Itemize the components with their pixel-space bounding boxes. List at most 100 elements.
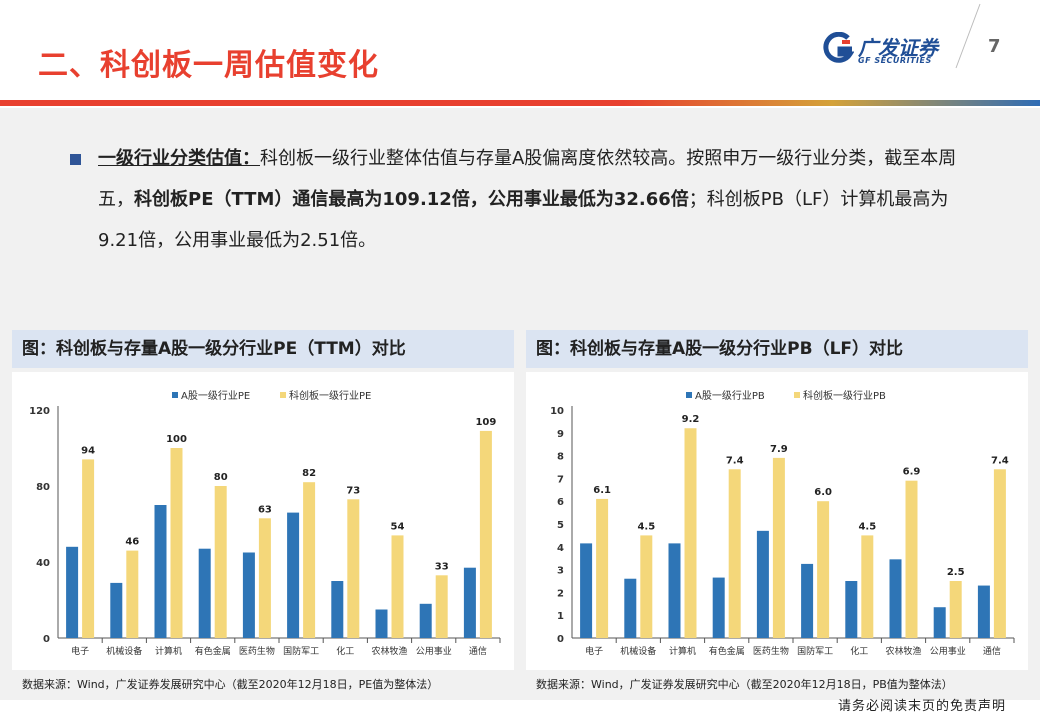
- pb-bar-a: [712, 577, 725, 638]
- pb-ytick-label: 8: [557, 452, 564, 463]
- pb-xtick-label: 化工: [850, 645, 868, 657]
- pb-ytick-label: 1: [557, 611, 564, 622]
- pe-xtick-label: 计算机: [155, 645, 182, 657]
- pe-xtick-label: 国防军工: [283, 645, 319, 657]
- pe-bar-star: [479, 430, 492, 638]
- pb-ytick-label: 3: [557, 566, 564, 577]
- pb-bar-a: [668, 543, 681, 638]
- pb-xtick-label: 电子: [585, 645, 603, 657]
- pb-ytick-label: 9: [557, 429, 564, 440]
- pb-xtick-label: 公用事业: [930, 645, 966, 657]
- chart-pe-title: 图：科创板与存量A股一级分行业PE（TTM）对比: [12, 330, 514, 368]
- pb-bar-a: [580, 543, 593, 638]
- page-title: 二、科创板一周估值变化: [38, 48, 379, 83]
- pe-bar-star: [170, 448, 183, 638]
- pe-data-label: 54: [391, 521, 405, 532]
- chart-pe-source: 数据来源：Wind，广发证券发展研究中心（截至2020年12月18日，PE值为整…: [22, 678, 439, 691]
- pb-data-label: 7.4: [726, 455, 744, 466]
- divider-slash: [955, 3, 981, 69]
- pb-legend-swatch-0: [686, 392, 692, 398]
- pb-legend-swatch-1: [794, 392, 800, 398]
- para-text-1: 科创板一级行业整体估值与存量A股偏离度依然较高。按照申万一级行业分类，截至本周五…: [98, 148, 957, 210]
- pe-bar-a: [198, 548, 211, 638]
- pe-bar-star: [126, 550, 139, 638]
- pb-xtick-label: 通信: [983, 645, 1001, 657]
- pb-data-label: 7.9: [770, 444, 788, 455]
- pe-data-label: 94: [81, 445, 95, 456]
- disclaimer-footer: 请务必阅读末页的免责声明: [838, 699, 1007, 714]
- pe-xtick-label: 化工: [336, 645, 354, 657]
- pb-bar-a: [756, 530, 769, 638]
- pb-bar-star: [861, 535, 874, 638]
- para-text-2: ；科创板PB（LF）计算机最高为9.21倍，公用事业最低为2.51倍。: [98, 189, 949, 251]
- pe-xtick-label: 机械设备: [106, 645, 142, 657]
- pb-bar-a: [889, 559, 902, 638]
- pb-ytick-label: 5: [557, 520, 564, 531]
- pe-data-label: 109: [475, 417, 496, 428]
- summary-paragraph: 一级行业分类估值：科创板一级行业整体估值与存量A股偏离度依然较高。按照申万一级行…: [98, 138, 978, 261]
- pb-data-label: 6.9: [903, 467, 921, 478]
- pe-ytick-label: 40: [36, 558, 50, 569]
- logo-en-text: GF SECURITIES: [858, 56, 932, 65]
- pe-bar-a: [287, 512, 300, 638]
- pb-ytick-label: 2: [557, 588, 564, 599]
- pe-bar-a: [66, 546, 79, 638]
- pb-bar-star: [817, 501, 830, 638]
- pe-data-label: 73: [346, 485, 360, 496]
- pe-xtick-label: 有色金属: [195, 645, 231, 657]
- pe-data-label: 82: [302, 468, 316, 479]
- pb-xtick-label: 计算机: [669, 645, 696, 657]
- pb-xtick-label: 国防军工: [797, 645, 833, 657]
- pe-legend-label-1: 科创板一级行业PE: [289, 389, 371, 402]
- pb-data-label: 7.4: [991, 455, 1009, 466]
- pe-bar-a: [375, 609, 388, 638]
- pb-ytick-label: 10: [550, 406, 564, 417]
- pe-bar-a: [331, 581, 344, 638]
- pe-xtick-label: 医药生物: [239, 645, 275, 657]
- pb-bar-star: [596, 498, 609, 638]
- pe-data-label: 100: [166, 434, 187, 445]
- pe-bar-star: [391, 535, 404, 638]
- pb-bar-star: [949, 581, 962, 638]
- header-divider-bar: [0, 100, 1040, 106]
- pb-data-label: 2.5: [947, 567, 965, 578]
- pb-ytick-label: 6: [557, 497, 564, 508]
- pb-xtick-label: 机械设备: [620, 645, 656, 657]
- pe-ytick-label: 80: [36, 482, 50, 493]
- pe-ytick-label: 0: [43, 634, 50, 645]
- chart-pb: A股一级行业PB 科创板一级行业PB 0 1 2 3 4 5 6 7 8 9 10 6.1 电子 4.5 机械设…: [526, 372, 1028, 670]
- pe-xtick-label: 电子: [71, 645, 89, 657]
- pb-legend-label-0: A股一级行业PB: [695, 389, 765, 402]
- pe-legend-swatch-0: [172, 392, 178, 398]
- pe-data-label: 63: [258, 504, 272, 515]
- pe-bar-star: [258, 518, 271, 638]
- company-logo: 广发证券 GF SECURITIES: [822, 30, 952, 70]
- pe-xtick-label: 农林牧渔: [371, 645, 407, 657]
- pb-xtick-label: 农林牧渔: [885, 645, 921, 657]
- pb-data-label: 9.2: [682, 414, 700, 425]
- pb-bar-star: [728, 469, 741, 638]
- pb-data-label: 4.5: [858, 521, 876, 532]
- pe-data-label: 80: [214, 472, 228, 483]
- chart-pe: A股一级行业PE 科创板一级行业PE 0 40 80 120 94 电子 46 机械设备 100 计算…: [12, 372, 514, 670]
- pb-bar-star: [993, 469, 1006, 638]
- pe-bar-a: [419, 603, 432, 638]
- gf-logo-icon: [823, 32, 854, 63]
- pe-bar-a: [154, 505, 167, 638]
- pe-bar-a: [110, 582, 123, 638]
- pb-legend-label-1: 科创板一级行业PB: [803, 389, 886, 402]
- pe-bar-star: [435, 575, 448, 638]
- pe-bar-a: [242, 552, 255, 638]
- chart-pb-source: 数据来源：Wind，广发证券发展研究中心（截至2020年12月18日，PB值为整…: [536, 678, 953, 691]
- pe-xtick-label: 通信: [469, 645, 487, 657]
- pe-legend-label-0: A股一级行业PE: [181, 389, 250, 402]
- pb-ytick-label: 0: [557, 634, 564, 645]
- pe-bar-star: [303, 482, 316, 638]
- pe-data-label: 33: [435, 561, 449, 572]
- para-lead: 一级行业分类估值：: [98, 148, 260, 169]
- pb-ytick-label: 4: [557, 543, 564, 554]
- pe-bar-a: [463, 567, 476, 638]
- pe-ytick-label: 120: [29, 406, 50, 417]
- pb-bar-star: [772, 457, 785, 638]
- pb-data-label: 4.5: [637, 521, 655, 532]
